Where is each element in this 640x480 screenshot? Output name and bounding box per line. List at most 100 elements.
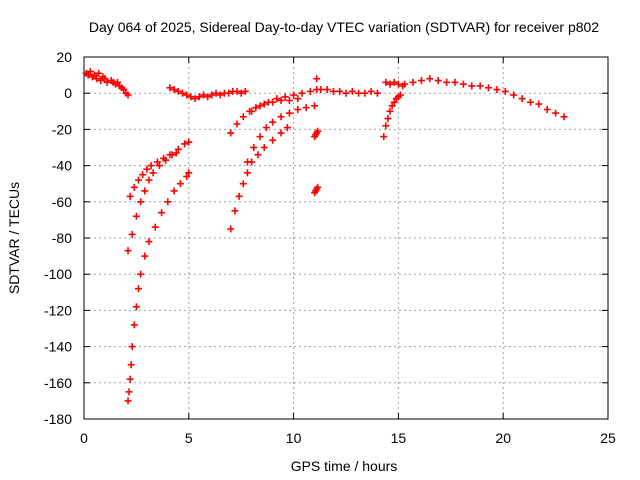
y-axis: -180 -160 -140 -120 -100 -80 -60 -40 -20 0 20	[44, 49, 608, 427]
data-point	[239, 180, 247, 188]
data-point	[145, 176, 153, 184]
data-point	[254, 151, 262, 159]
data-point	[386, 80, 394, 88]
data-point	[560, 113, 568, 121]
data-point	[145, 238, 153, 246]
data-point	[535, 100, 543, 108]
data-point	[166, 151, 174, 159]
data-point	[130, 321, 138, 329]
y-tick-label: 20	[56, 49, 72, 65]
data-point	[451, 78, 459, 86]
data-point	[176, 180, 184, 188]
data-point	[130, 183, 138, 191]
data-point	[269, 136, 277, 144]
data-point	[252, 104, 260, 112]
data-point	[388, 102, 396, 110]
series-arc-dip-left-2	[126, 149, 180, 200]
data-point	[468, 82, 476, 90]
data-point	[191, 95, 199, 103]
data-point	[141, 187, 149, 195]
data-point	[137, 198, 145, 206]
series-flat-11-14	[317, 86, 381, 97]
y-tick-label: -40	[52, 158, 72, 174]
data-point	[127, 361, 135, 369]
series-arc-early-top-2	[107, 77, 132, 99]
data-point	[125, 388, 133, 396]
data-point	[243, 158, 251, 166]
data-point	[151, 223, 159, 231]
x-tick-label: 15	[391, 430, 407, 446]
data-point	[204, 93, 212, 101]
data-point	[187, 93, 195, 101]
series-arc-early-top	[82, 67, 111, 86]
data-point	[235, 192, 243, 200]
y-tick-label: -180	[44, 411, 72, 427]
series-arc-flat-mid	[166, 84, 249, 103]
data-point	[124, 247, 132, 255]
data-point	[269, 118, 277, 126]
data-point	[128, 230, 136, 238]
series-arc-late	[401, 75, 568, 121]
data-point	[273, 95, 281, 103]
data-point	[93, 75, 101, 83]
data-point	[260, 144, 268, 151]
x-axis: 0 5 10 15 20 25	[80, 57, 616, 446]
data-point	[172, 149, 180, 157]
data-point	[166, 84, 174, 92]
data-point	[137, 270, 145, 278]
chart-title: Day 064 of 2025, Sidereal Day-to-day VTE…	[89, 19, 599, 35]
x-axis-label: GPS time / hours	[291, 458, 398, 474]
data-point	[283, 124, 291, 132]
data-point	[277, 113, 285, 121]
y-tick-label: -20	[52, 121, 72, 137]
data-point	[476, 82, 484, 90]
data-point	[149, 169, 157, 177]
data-point	[250, 144, 258, 151]
data-point	[342, 89, 350, 97]
data-point	[101, 75, 109, 83]
data-point	[518, 95, 526, 103]
data-point	[225, 89, 233, 97]
data-point	[380, 133, 388, 141]
data-point	[361, 89, 369, 97]
data-point	[86, 67, 94, 75]
data-point	[298, 89, 306, 97]
data-point	[281, 93, 289, 101]
data-point	[285, 109, 293, 117]
data-point	[306, 87, 314, 95]
data-point	[134, 285, 142, 293]
data-point	[409, 78, 417, 86]
data-point	[390, 98, 398, 106]
data-point	[132, 303, 140, 311]
data-point	[277, 96, 285, 104]
data-point	[317, 86, 325, 94]
data-point	[134, 176, 142, 184]
data-point	[336, 87, 344, 95]
y-tick-label: -120	[44, 302, 72, 318]
data-point	[170, 86, 178, 94]
data-point	[174, 87, 182, 95]
series-flat-14-15	[382, 78, 407, 90]
data-point	[128, 343, 136, 351]
data-point	[443, 78, 451, 86]
data-point	[147, 162, 155, 170]
data-point	[164, 198, 172, 206]
data-point	[394, 80, 402, 88]
data-point	[141, 252, 149, 260]
data-point	[170, 187, 178, 195]
data-point	[160, 154, 168, 162]
x-tick-label: 20	[495, 430, 511, 446]
data-point	[329, 87, 337, 95]
data-point	[212, 89, 220, 97]
data-points	[82, 67, 568, 405]
data-point	[233, 87, 241, 95]
data-point	[459, 80, 467, 88]
data-point	[313, 75, 321, 83]
data-point	[199, 91, 207, 99]
data-point	[501, 87, 509, 95]
data-point	[179, 89, 187, 97]
data-point	[126, 192, 134, 200]
data-point	[120, 86, 128, 94]
data-point	[382, 78, 390, 86]
